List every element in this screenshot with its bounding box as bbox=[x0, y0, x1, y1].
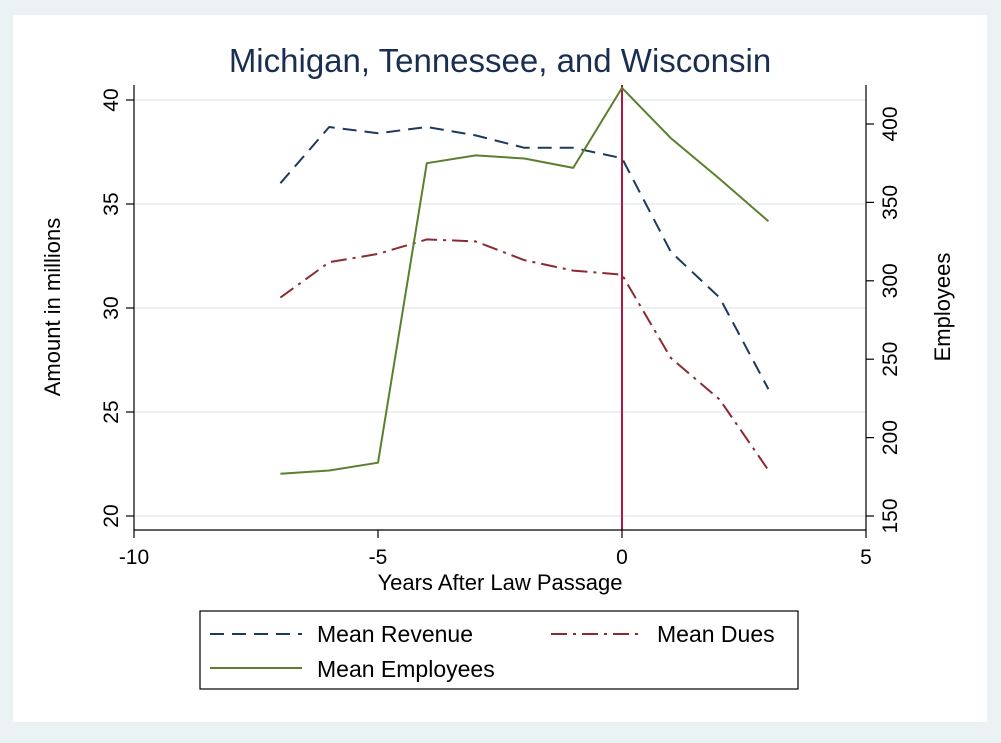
x-tick-label: -5 bbox=[369, 546, 388, 569]
grid bbox=[134, 99, 866, 517]
legend-box bbox=[199, 610, 799, 690]
x-tick-label: 0 bbox=[616, 546, 628, 569]
right-y-tick-label: 150 bbox=[879, 498, 902, 533]
right-y-axis-title: Employees bbox=[930, 253, 955, 362]
right-y-tick-label: 350 bbox=[879, 185, 902, 220]
right-y-tick-label: 300 bbox=[879, 263, 902, 298]
left-y-tick-label: 40 bbox=[100, 88, 123, 111]
series-group bbox=[279, 86, 770, 475]
x-axis-title: Years After Law Passage bbox=[377, 570, 622, 595]
left-y-tick-label: 35 bbox=[100, 192, 123, 215]
x-tick-label: -10 bbox=[119, 546, 149, 569]
right-y-ticks: 150 200 250 300 350 400 bbox=[866, 106, 902, 534]
series-line-employees bbox=[280, 86, 770, 475]
legend-label-employees: Mean Employees bbox=[317, 656, 495, 682]
legend: Mean Revenue Mean Dues Mean Employees bbox=[199, 610, 799, 690]
right-y-tick-label: 400 bbox=[879, 106, 902, 141]
legend-label-revenue: Mean Revenue bbox=[317, 621, 473, 647]
left-y-tick-label: 20 bbox=[100, 504, 123, 527]
legend-label-dues: Mean Dues bbox=[657, 621, 775, 647]
left-y-axis-title: Amount in millions bbox=[40, 218, 65, 397]
chart-title: Michigan, Tennessee, and Wisconsin bbox=[229, 42, 771, 79]
left-y-ticks: 20 25 30 35 40 bbox=[100, 88, 134, 528]
series-line-revenue bbox=[279, 126, 770, 390]
x-tick-label: 5 bbox=[860, 546, 872, 569]
chart-background bbox=[13, 15, 987, 722]
right-y-tick-label: 200 bbox=[879, 420, 902, 455]
right-y-tick-label: 250 bbox=[879, 342, 902, 377]
x-ticks: -10 -5 0 5 bbox=[119, 530, 872, 569]
left-y-tick-label: 25 bbox=[100, 400, 123, 423]
series-line-dues bbox=[279, 238, 770, 471]
left-y-tick-label: 30 bbox=[100, 296, 123, 319]
